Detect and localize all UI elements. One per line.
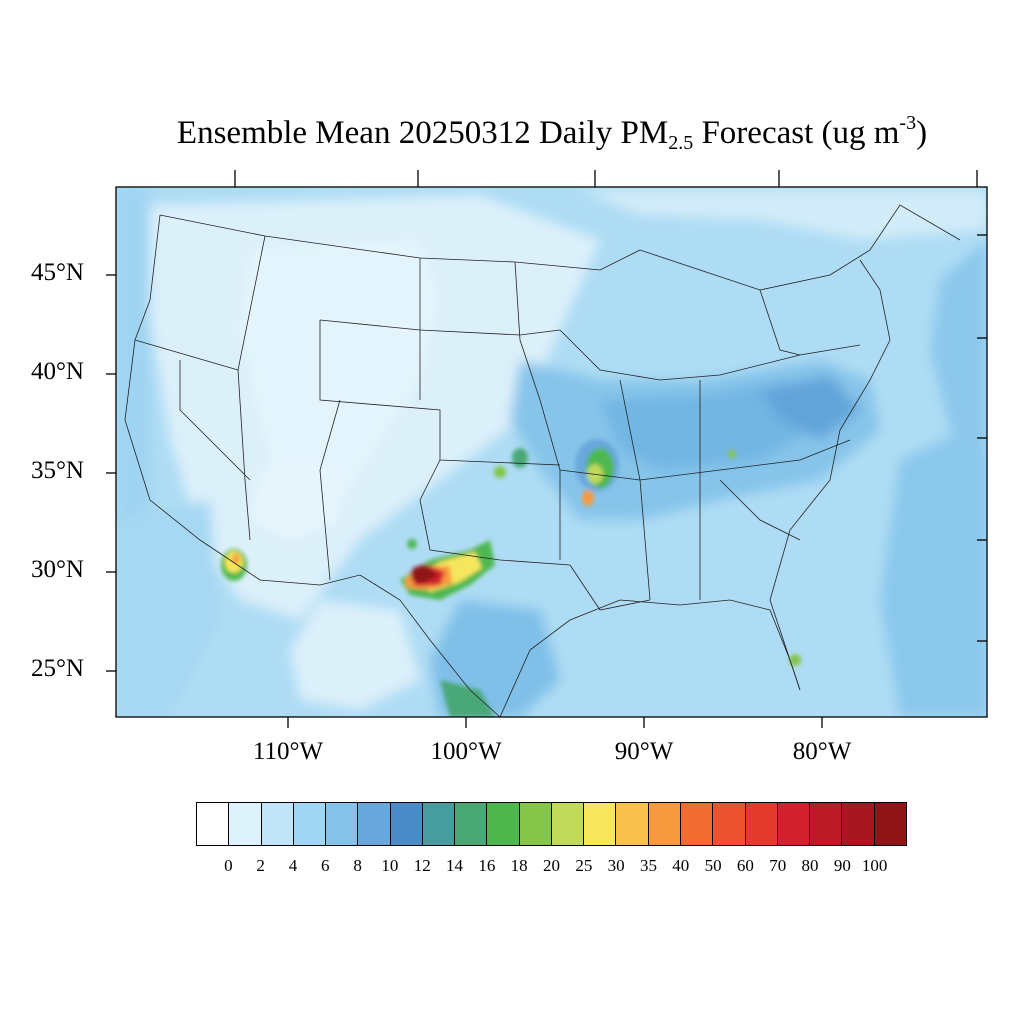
- colorbar-swatch: [326, 803, 359, 845]
- colorbar-swatch: [745, 803, 778, 845]
- colorbar: [196, 802, 907, 846]
- colorbar-tick-label: 35: [639, 856, 657, 875]
- colorbar-tick-label: 80: [801, 856, 819, 875]
- colorbar-tick-label: 30: [607, 856, 625, 875]
- colorbar-tick-label: 20: [543, 856, 560, 875]
- colorbar-tick-label: 8: [353, 856, 362, 875]
- colorbar-swatch: [519, 803, 552, 845]
- lon-label-110w: 110°W: [252, 738, 324, 765]
- lat-label-30: 30°N: [30, 556, 84, 583]
- colorbar-swatch: [229, 803, 262, 845]
- colorbar-tick-label: 18: [510, 856, 528, 875]
- colorbar-tick-label: 16: [478, 856, 496, 875]
- colorbar-swatch: [584, 803, 617, 845]
- colorbar-swatch: [648, 803, 681, 845]
- colorbar-tick-label: 90: [833, 856, 851, 875]
- colorbar-swatch: [390, 803, 423, 845]
- colorbar-tick-label: 0: [224, 856, 233, 875]
- colorbar-tick-label: 50: [704, 856, 722, 875]
- colorbar-swatch: [487, 803, 520, 845]
- colorbar-tick-label: 40: [672, 856, 690, 875]
- colorbar-tick-label: 100: [861, 856, 888, 875]
- colorbar-tick-label: 25: [575, 856, 593, 875]
- colorbar-swatch: [810, 803, 843, 845]
- colorbar-tick-label: 6: [321, 856, 330, 875]
- colorbar-swatch: [842, 803, 875, 845]
- colorbar-swatch: [261, 803, 294, 845]
- graticule-ticks: [106, 170, 987, 728]
- lon-label-90w: 90°W: [614, 738, 674, 765]
- colorbar-tick-label: 12: [413, 856, 431, 875]
- colorbar-swatch: [680, 803, 714, 845]
- colorbar-swatch: [874, 803, 906, 845]
- lat-label-40: 40°N: [30, 358, 84, 385]
- colorbar-swatch: [455, 803, 488, 845]
- colorbar-tick-label: 10: [381, 856, 399, 875]
- lat-label-35: 35°N: [30, 457, 84, 484]
- concentration-field: [116, 187, 987, 717]
- colorbar-tick-label: 70: [769, 856, 787, 875]
- lat-label-25: 25°N: [30, 655, 84, 682]
- lon-label-100w: 100°W: [430, 738, 502, 765]
- colorbar-swatch: [422, 803, 456, 845]
- colorbar-swatch: [713, 803, 746, 845]
- colorbar-swatch: [551, 803, 585, 845]
- colorbar-swatch: [293, 803, 327, 845]
- colorbar-tick-label: 4: [288, 856, 298, 875]
- page-title: Ensemble Mean 20250312 Daily PM2.5 Forec…: [176, 112, 928, 154]
- colorbar-swatch: [197, 803, 230, 845]
- colorbar-swatch: [358, 803, 391, 845]
- colorbar-tick-label: 2: [256, 856, 265, 875]
- colorbar-tick-label: 60: [736, 856, 754, 875]
- lon-label-80w: 80°W: [792, 738, 852, 765]
- lat-label-45: 45°N: [30, 259, 84, 286]
- state-boundaries: [124, 204, 961, 717]
- colorbar-swatch: [777, 803, 811, 845]
- colorbar-swatch: [616, 803, 649, 845]
- colorbar-tick-label: 14: [446, 856, 464, 875]
